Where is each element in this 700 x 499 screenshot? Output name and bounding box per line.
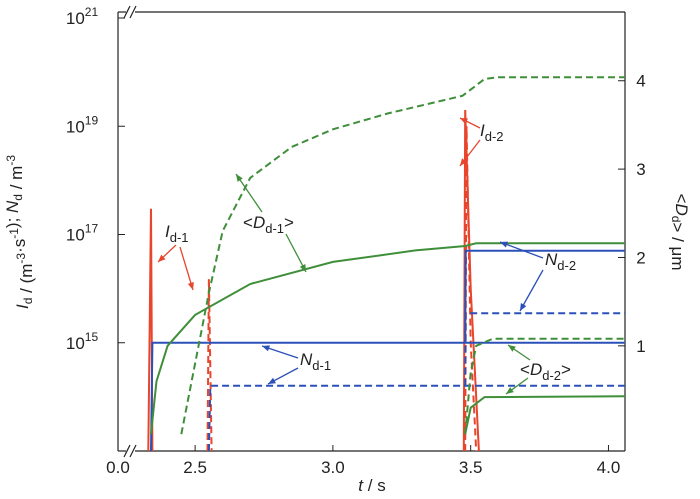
arrow-head: [187, 282, 194, 290]
label-part: N: [3, 200, 22, 213]
axis-breaks: [117, 5, 626, 458]
label-part: / (m: [17, 264, 36, 298]
annotation-text: N: [545, 250, 558, 269]
y-tick-exponent: 21: [85, 5, 99, 19]
y-axis-label: Id / (m-3·s-1); Nd / m-3: [3, 155, 36, 309]
label-part: I: [13, 304, 32, 309]
y-tick-label: 1021: [66, 5, 99, 28]
series-line: [464, 126, 478, 451]
label-part: <: [672, 194, 691, 204]
arrow-head: [460, 118, 468, 125]
y-tick-exponent: 19: [85, 113, 99, 127]
series-line: [180, 76, 625, 435]
annotation-pre: <: [520, 360, 530, 379]
arrow-head: [158, 254, 166, 262]
annotation-sub: d-1: [265, 221, 284, 236]
y2-tick-label: 3: [636, 160, 645, 179]
annotation-post: >: [284, 213, 294, 232]
arrow-head: [508, 345, 516, 352]
label-part: );: [3, 213, 22, 228]
annotation-text: D: [530, 360, 542, 379]
y2-tick-label: 1: [636, 337, 645, 356]
label-part: t: [358, 476, 364, 495]
annotation-text: I: [480, 121, 485, 140]
arrow-head: [460, 158, 467, 166]
y2-tick-label: 4: [636, 72, 645, 91]
series-line: [150, 249, 625, 451]
annotation-arrow: [519, 269, 544, 312]
annotation-post: >: [561, 360, 571, 379]
label-part: D: [672, 203, 691, 215]
y2-tick-label: 2: [636, 248, 645, 267]
x-tick-label: 3.5: [459, 458, 483, 477]
x-tick-label: 0.0: [106, 458, 130, 477]
annotation-sub: d-2: [485, 129, 504, 144]
annotation: <Dd-1>: [243, 213, 294, 236]
label-part: / m: [7, 166, 26, 194]
annotation: Nd-1: [300, 350, 331, 373]
label-part: > / μm: [668, 222, 687, 270]
annotation-arrow: [235, 173, 263, 213]
arrow-head: [520, 303, 527, 311]
y-tick-label: 1019: [66, 113, 99, 136]
y2-axis-label: <Dd> / μm: [668, 194, 691, 271]
annotation: Id-1: [165, 222, 189, 245]
y-tick-base: 10: [66, 9, 85, 28]
annotation-text: N: [300, 350, 313, 369]
label-part: d: [21, 298, 35, 305]
x-axis-label: t / s: [358, 476, 385, 495]
arrow-head: [236, 174, 243, 182]
annotation-pre: <: [243, 213, 253, 232]
annotation-sub: d-1: [170, 230, 189, 245]
annotation-arrow: [499, 241, 544, 259]
arrow-head: [262, 345, 270, 352]
annotation-sub: d-2: [542, 368, 561, 383]
label-part: -3: [4, 155, 18, 166]
y-tick-label: 1015: [66, 330, 99, 353]
label-part: d: [669, 216, 683, 223]
annotation-sub: d-2: [557, 258, 576, 273]
label-part: -3: [14, 253, 28, 264]
y-tick-exponent: 17: [85, 222, 99, 236]
arrow-head: [299, 264, 306, 272]
label-part: d: [11, 194, 25, 201]
label-part: -1: [7, 228, 21, 239]
y-tick-base: 10: [66, 226, 85, 245]
y-tick-exponent: 15: [85, 330, 99, 344]
series-line: [150, 242, 625, 435]
annotation-text: I: [165, 222, 170, 241]
annotation: Nd-2: [545, 250, 576, 273]
arrow-head: [506, 387, 514, 394]
y-tick-label: 1017: [66, 222, 99, 245]
x-tick-label: 3.0: [321, 458, 345, 477]
annotation: <Dd-2>: [520, 360, 571, 383]
annotation-text: D: [253, 213, 265, 232]
x-tick-label: 4.0: [597, 458, 621, 477]
annotation-sub: d-1: [312, 358, 331, 373]
series-line: [207, 312, 625, 451]
annotation: Id-2: [480, 121, 504, 144]
arrow-head: [268, 377, 276, 384]
x-tick-label: 2.5: [183, 458, 207, 477]
y-tick-base: 10: [66, 117, 85, 136]
annotation-arrow: [179, 246, 194, 291]
label-part: / s: [363, 476, 386, 495]
y-tick-base: 10: [66, 334, 85, 353]
label-part: ·s: [10, 239, 29, 253]
arrow-head: [500, 241, 508, 248]
